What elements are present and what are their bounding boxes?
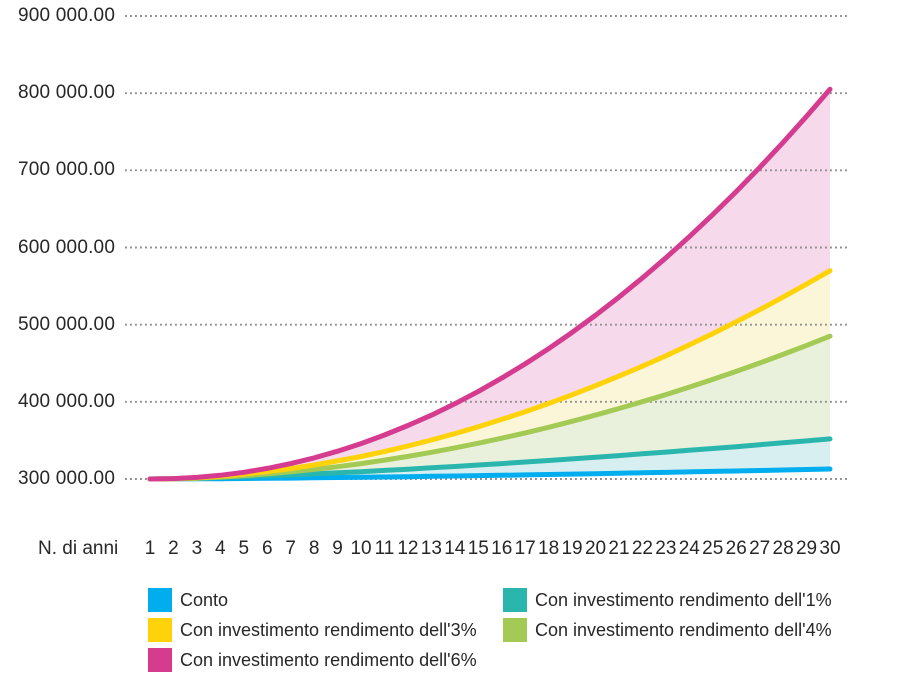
x-tick-label: 4	[215, 538, 226, 559]
y-tick-label: 800 000.00	[18, 82, 116, 104]
series-line-rendimento-6	[147, 86, 833, 482]
x-tick-label: 5	[238, 538, 250, 559]
x-tick-label: 25	[702, 538, 724, 559]
y-tick-label: 900 000.00	[18, 5, 116, 26]
chart-plot-area	[125, 15, 848, 482]
x-tick-label: 12	[397, 538, 419, 559]
x-tick-label: 11	[374, 538, 395, 559]
legend-label-conto: Conto	[180, 590, 229, 610]
x-tick-label: 20	[584, 538, 607, 559]
x-axis: N. di anni 1 2 3 4 5 6 7 8 9 10 11 12 13 14 15 16 17 18 19…	[0, 537, 900, 563]
x-tick-label: 29	[795, 538, 818, 559]
x-tick-label: 23	[655, 538, 677, 559]
x-axis-title: N. di anni	[38, 538, 119, 559]
x-tick-label: 10	[350, 538, 372, 559]
x-tick-label: 22	[631, 538, 653, 559]
x-tick-label: 9	[332, 538, 343, 559]
y-tick-label: 300 000.00	[18, 468, 116, 489]
legend-swatch-rendimento-4	[503, 618, 527, 642]
series-line-rendimento-3	[147, 268, 833, 482]
y-tick-label: 700 000.00	[18, 159, 116, 181]
x-tick-label: 19	[561, 538, 583, 559]
x-tick-label: 3	[191, 538, 203, 559]
legend-label-rendimento-3: Con investimento rendimento dell'3%	[180, 620, 477, 640]
series-band-rendimento-4	[150, 336, 830, 479]
legend-label-rendimento-1: Con investimento rendimento dell'1%	[535, 590, 832, 610]
y-tick-label: 400 000.00	[18, 390, 116, 412]
x-tick-label: 6	[261, 538, 273, 559]
x-tick-label: 24	[678, 538, 700, 559]
x-tick-label: 17	[514, 538, 536, 559]
legend-label-rendimento-6: Con investimento rendimento dell'6%	[180, 650, 477, 670]
x-tick-label: 15	[467, 538, 489, 559]
x-tick-label: 16	[491, 538, 513, 559]
x-tick-label: 7	[285, 538, 296, 559]
series-band-rendimento-3	[150, 270, 830, 479]
x-tick-label: 21	[608, 538, 630, 559]
x-tick-label: 28	[772, 538, 794, 559]
x-tick-label: 26	[725, 538, 747, 559]
legend-swatch-rendimento-6	[148, 648, 172, 672]
x-tick-label: 18	[538, 538, 560, 559]
y-tick-label: 600 000.00	[18, 236, 116, 258]
legend-swatch-rendimento-1	[503, 588, 527, 612]
x-tick-label: 13	[420, 538, 442, 559]
x-tick-label: 14	[444, 538, 466, 559]
legend-swatch-conto	[148, 588, 172, 612]
legend-swatch-rendimento-3	[148, 618, 172, 642]
x-tick-label: 2	[168, 538, 179, 559]
legend-label-rendimento-4: Con investimento rendimento dell'4%	[535, 620, 832, 640]
y-tick-label: 500 000.00	[18, 313, 116, 335]
x-tick-label: 8	[308, 538, 320, 559]
series-band-rendimento-1	[150, 438, 830, 479]
x-tick-label: 27	[749, 538, 771, 559]
x-tick-label: 30	[819, 538, 841, 559]
x-tick-label: 1	[144, 538, 156, 559]
